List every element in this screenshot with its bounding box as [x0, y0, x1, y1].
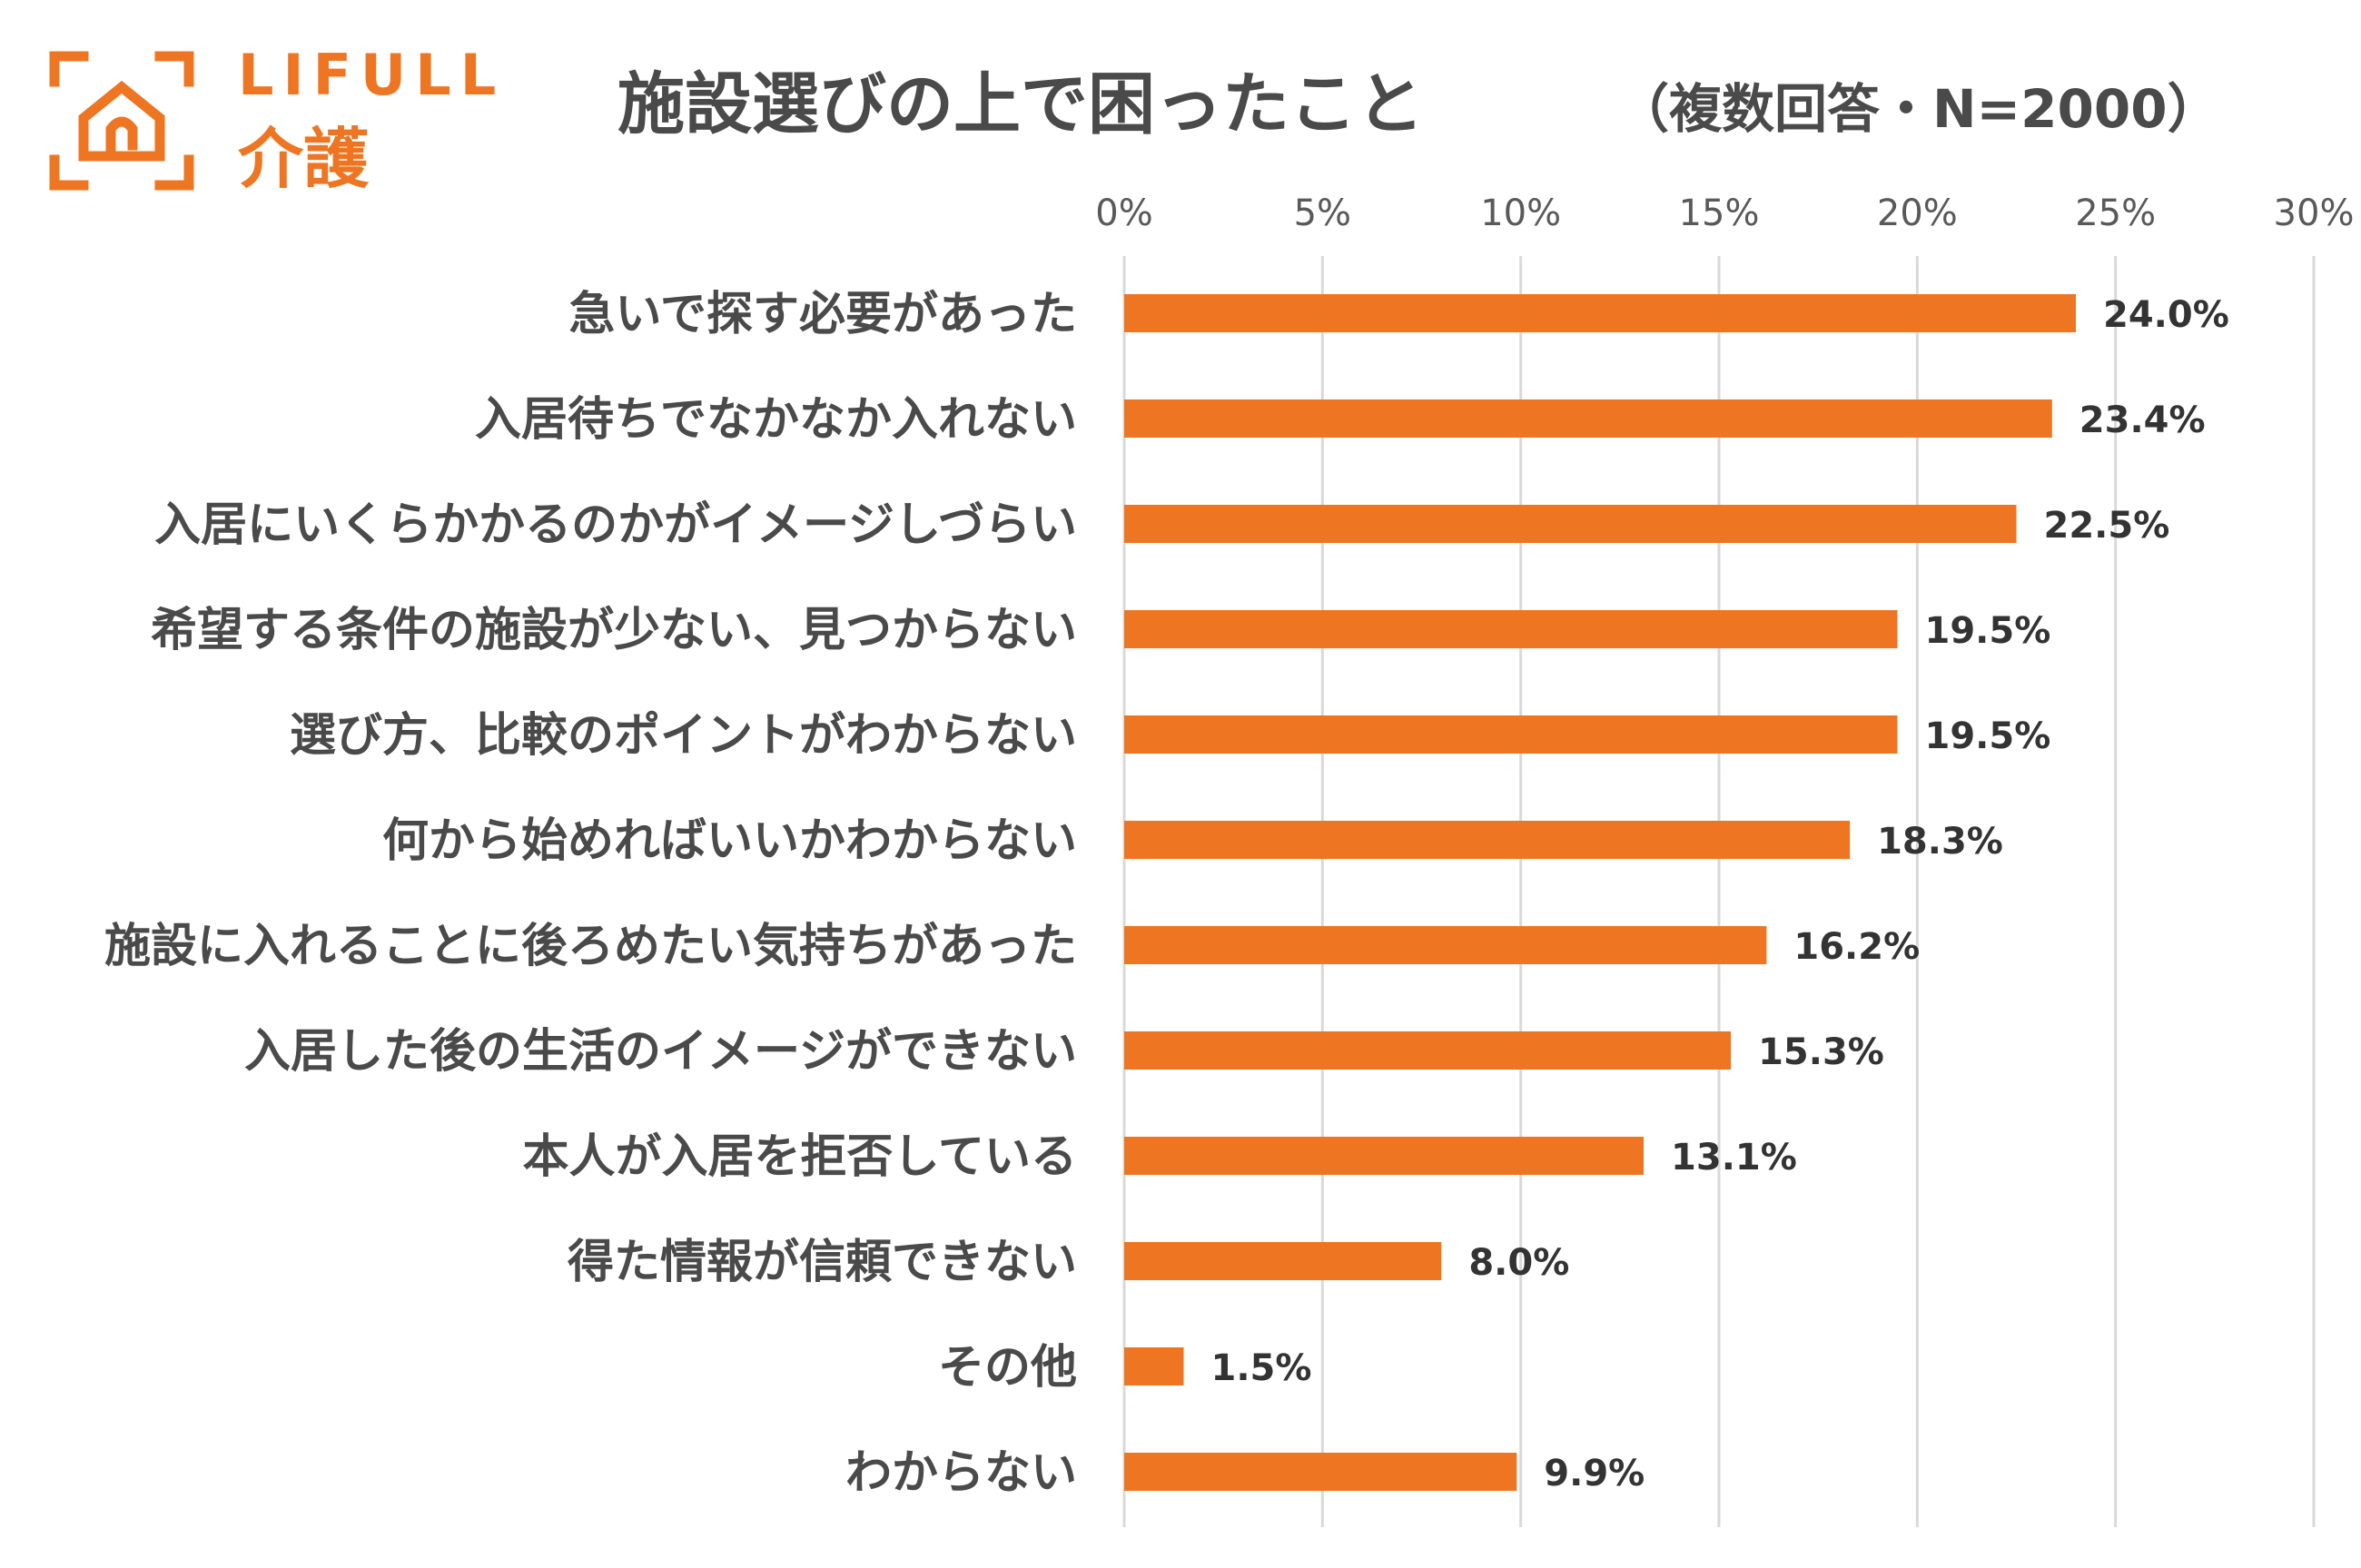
bar	[1124, 1347, 1184, 1386]
data-label: 15.3%	[1758, 1031, 1884, 1073]
data-label: 19.5%	[1925, 610, 2051, 652]
data-label: 18.3%	[1877, 821, 2003, 863]
category-label: 得た情報が信頼できない	[568, 1236, 1077, 1289]
x-tick-label: 30%	[2274, 192, 2355, 234]
data-label: 24.0%	[2103, 294, 2229, 336]
category-label: その他	[938, 1341, 1077, 1395]
data-label: 23.4%	[2079, 399, 2206, 441]
chart-subtitle: （複数回答・N=2000）	[1616, 78, 2220, 140]
x-tick-label: 15%	[1679, 192, 1760, 234]
data-label: 22.5%	[2044, 505, 2170, 547]
bar	[1124, 1453, 1517, 1491]
category-label: 入居にいくらかかるのかがイメージしづらい	[154, 498, 1077, 552]
x-tick-label: 20%	[1877, 192, 1958, 234]
x-tick-label: 5%	[1294, 192, 1351, 234]
x-axis-ticks: 0% 5% 10% 15% 20% 25% 30%	[1095, 192, 2354, 234]
data-label: 13.1%	[1671, 1137, 1797, 1178]
bar	[1124, 821, 1851, 859]
bar	[1124, 1031, 1732, 1070]
category-label: 何から始めればいいかわからない	[382, 814, 1077, 868]
data-label: 16.2%	[1793, 926, 1920, 968]
data-label: 8.0%	[1468, 1242, 1569, 1284]
gridlines	[1122, 256, 2316, 1527]
bar	[1124, 1242, 1442, 1280]
x-tick-label: 25%	[2075, 192, 2156, 234]
bar	[1124, 926, 1767, 964]
bar	[1124, 294, 2076, 332]
category-label: 急いで探す必要があった	[569, 288, 1077, 341]
data-label: 9.9%	[1544, 1453, 1645, 1494]
category-label: 本人が入居を拒否している	[523, 1130, 1077, 1184]
house-frame-icon	[49, 51, 194, 191]
bar-series	[1124, 294, 2076, 1491]
category-label: 入居待ちでなかなか入れない	[475, 393, 1077, 447]
bar	[1124, 505, 2017, 543]
category-label: 選び方、比較のポイントがわからない	[290, 709, 1077, 763]
category-label: 入居した後の生活のイメージができない	[244, 1025, 1077, 1079]
data-label: 19.5%	[1925, 715, 2051, 757]
logo-sub-text: 介護	[238, 121, 370, 197]
x-tick-label: 10%	[1480, 192, 1561, 234]
bar	[1124, 1137, 1645, 1175]
chart-title: 施設選びの上で困ったこと	[617, 65, 1424, 143]
y-axis-categories: 急いで探す必要があった入居待ちでなかなか入れない入居にいくらかかるのかがイメージ…	[104, 288, 1077, 1500]
bar	[1124, 715, 1898, 754]
logo-brand-text: LIFULL	[238, 42, 505, 108]
bar	[1124, 399, 2052, 438]
category-label: わからない	[845, 1446, 1077, 1500]
category-label: 施設に入れることに後ろめたい気持ちがあった	[104, 920, 1077, 973]
data-label: 1.5%	[1211, 1347, 1312, 1389]
x-tick-label: 0%	[1095, 192, 1152, 234]
data-labels: 24.0% 23.4% 22.5% 19.5% 19.5% 18.3% 16.2% 15.3%…	[1211, 294, 2229, 1494]
category-label: 希望する条件の施設が少ない、見つからない	[151, 604, 1077, 657]
bar	[1124, 610, 1898, 648]
